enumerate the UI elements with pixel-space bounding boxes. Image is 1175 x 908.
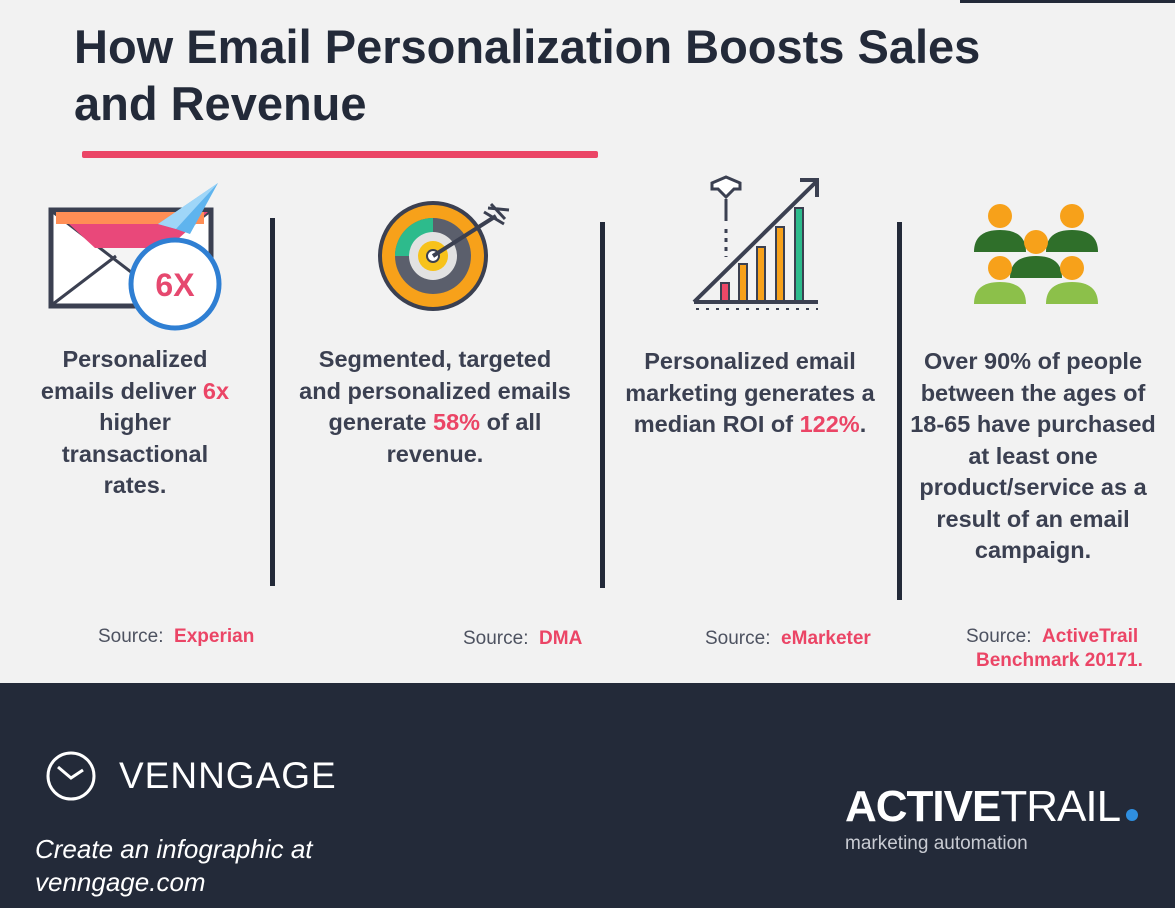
venngage-logo[interactable]: VENNGAGE: [45, 750, 337, 802]
venngage-brand: VENNGAGE: [119, 755, 337, 796]
activetrail-tagline: marketing automation: [845, 833, 1028, 854]
email-paper-plane-icon: 6X: [48, 180, 228, 337]
source-citation: Source: ActiveTrail Benchmark 20171.: [966, 626, 1143, 671]
source-citation: Source: DMA: [463, 628, 583, 649]
activetrail-logo: ACTIVETRAIL marketing automation: [845, 782, 1139, 855]
stat-text: Over 90% of people between the ages of 1…: [910, 348, 1156, 563]
title-underline: [82, 151, 598, 158]
top-rule: [960, 0, 1175, 3]
venngage-cta: Create an infographic at venngage.com: [35, 834, 313, 897]
people-group-icon: [970, 200, 1105, 315]
source-citation: Source: Experian: [98, 626, 255, 647]
activetrail-bold: ACTIVE: [845, 782, 1001, 831]
source-citation: Source: eMarketer: [705, 628, 871, 649]
activetrail-light: TRAIL: [1000, 782, 1121, 831]
page-title: How Email Personalization Boosts Sales a…: [74, 20, 981, 130]
footer: VENNGAGE Create an infographic at vennga…: [0, 683, 1175, 908]
column-divider: [897, 222, 902, 600]
venngage-clock-icon: [46, 751, 96, 801]
column-divider: [270, 218, 275, 586]
stat-text: Segmented, targeted and personalized ema…: [299, 346, 571, 467]
target-arrow-icon: [378, 200, 513, 320]
growth-bar-chart-icon: [690, 175, 825, 320]
stat-text: Personalized emails deliver 6x higher tr…: [40, 346, 230, 498]
stat-text: Personalized email marketing generates a…: [625, 348, 875, 437]
six-x-badge: 6X: [155, 267, 195, 303]
column-divider: [600, 222, 605, 588]
activetrail-dot-icon: [1126, 809, 1139, 821]
